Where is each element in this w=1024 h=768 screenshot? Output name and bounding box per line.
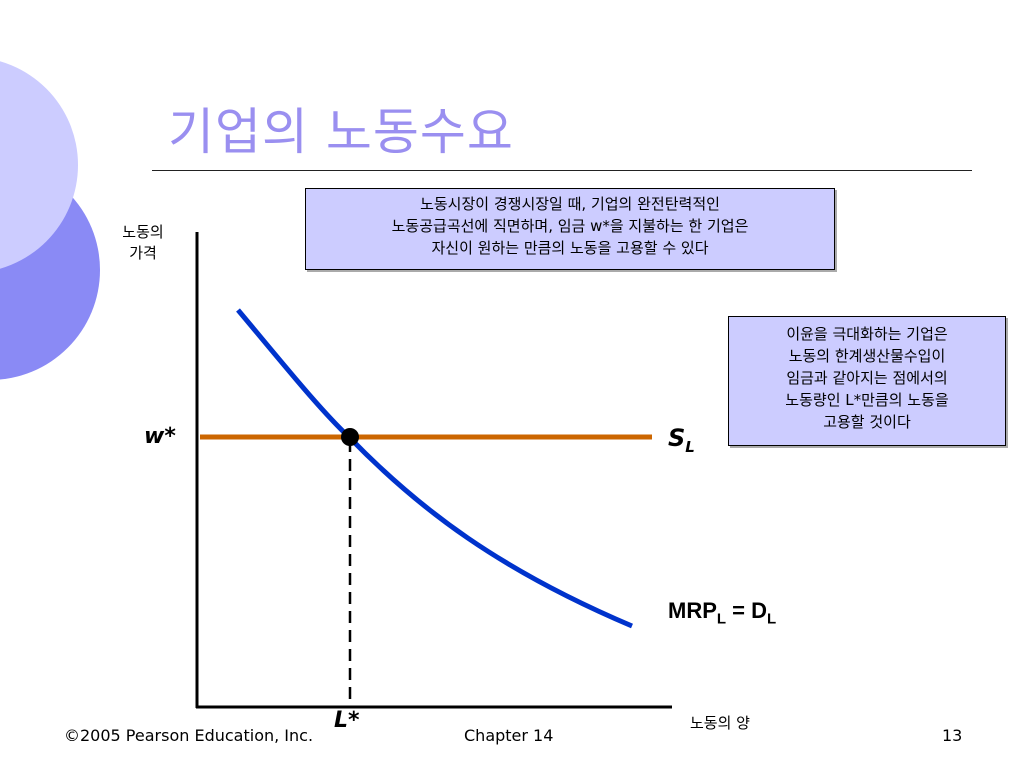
page-title: 기업의 노동수요	[168, 103, 514, 161]
footer-copyright: ©2005 Pearson Education, Inc.	[64, 726, 314, 745]
equilibrium-point	[341, 428, 359, 446]
note-box-competitive-market: 노동시장이 경쟁시장일 때, 기업의 완전탄력적인 노동공급곡선에 직면하며, …	[305, 188, 835, 270]
title-divider	[152, 170, 972, 171]
x-axis-label: 노동의 양	[690, 714, 750, 732]
supply-curve-label: SL	[668, 424, 695, 456]
footer-chapter: Chapter 14	[464, 726, 554, 745]
footer-page-number: 13	[942, 726, 963, 745]
demand-curve	[236, 308, 633, 629]
labor-quantity-label: L*	[334, 708, 360, 733]
decorative-circles	[0, 61, 100, 380]
y-axis-label: 노동의 가격	[122, 223, 164, 262]
note-box-profit-max: 이윤을 극대화하는 기업은 노동의 한계생산물수입이 임금과 같아지는 점에서의…	[728, 316, 1006, 446]
demand-curve-label: MRPL = DL	[668, 598, 777, 628]
wage-label: w*	[144, 424, 176, 449]
